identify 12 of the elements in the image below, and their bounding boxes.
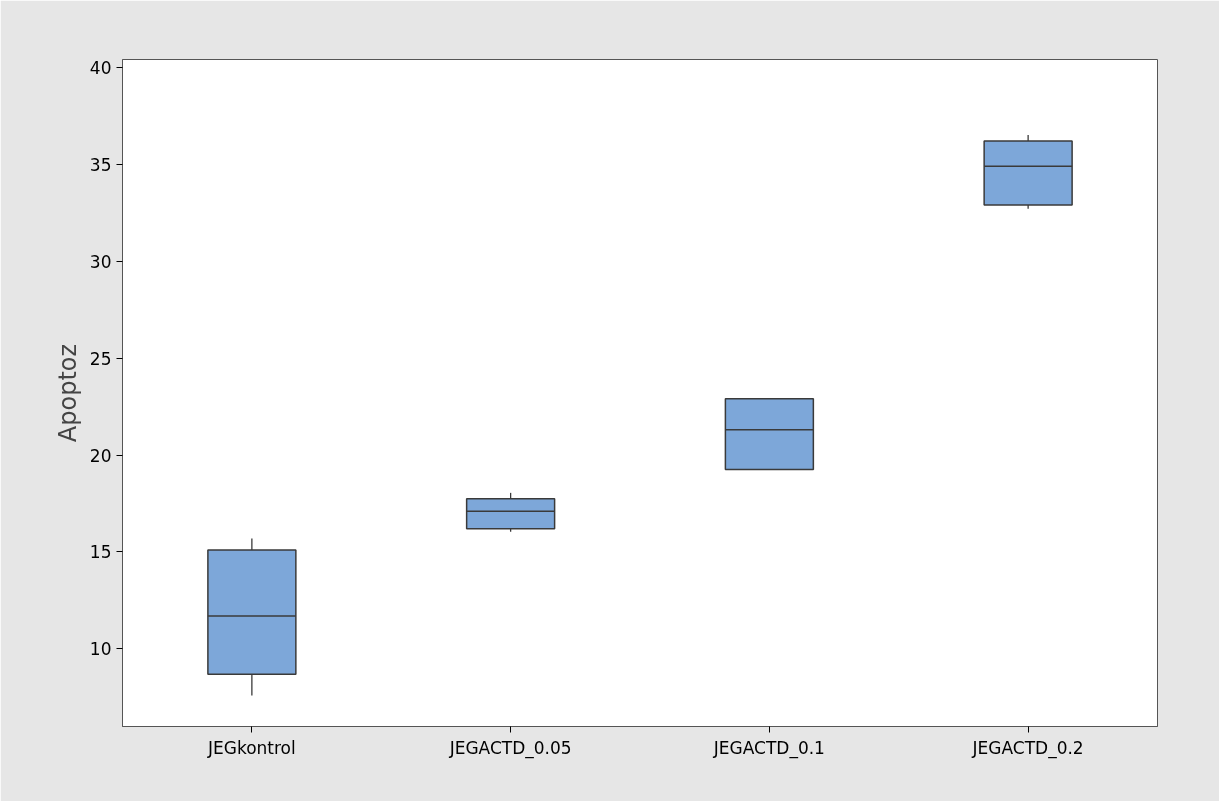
x-tick-label: JEGACTD_0.2 [971,737,1084,759]
x-tick-label: JEGACTD_0.1 [712,737,825,759]
y-tick-label: 40 [89,57,112,78]
x-tick-label: JEGACTD_0.05 [448,737,572,759]
y-tick-label: 35 [89,154,112,175]
y-tick-label: 10 [89,639,112,660]
y-tick-label: 25 [89,348,112,369]
x-tick-label: JEGkontrol [207,737,296,758]
y-tick-label: 15 [89,542,112,563]
y-tick-label: 20 [89,445,112,466]
y-tick-label: 30 [89,251,112,272]
y-axis-title: Apoptoz [53,343,82,443]
